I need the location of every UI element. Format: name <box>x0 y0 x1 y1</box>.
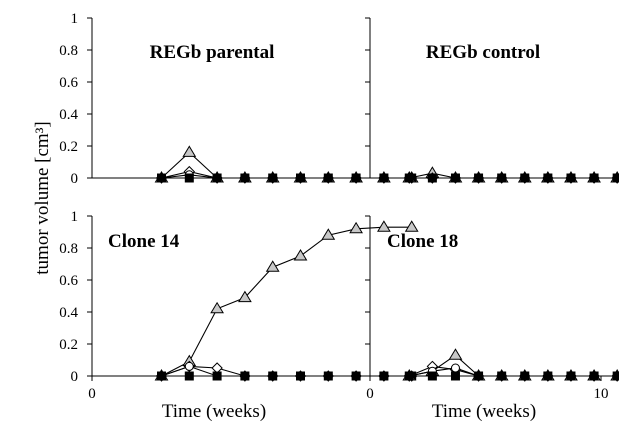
square-marker <box>612 173 619 183</box>
circle-marker <box>184 361 194 371</box>
y-tick-label: 0.4 <box>59 107 78 123</box>
series-line-triangle <box>161 226 412 377</box>
x-tick-label: 0 <box>88 386 96 402</box>
panel-clone-14: 0 0.2 0.4 0.6 0.8 1 0 Time (weeks) Clone 14 <box>59 209 601 422</box>
square-marker <box>497 371 507 381</box>
series-line-diamond <box>161 365 412 377</box>
square-marker <box>184 371 194 381</box>
square-marker <box>157 173 166 183</box>
square-marker <box>474 371 484 381</box>
y-tick-label: 0.6 <box>59 75 78 91</box>
triangle-marker <box>265 260 280 272</box>
square-marker <box>212 371 222 381</box>
square-marker <box>427 371 437 381</box>
triangle-marker <box>210 301 224 314</box>
square-marker <box>404 173 414 183</box>
series-line-diamond <box>409 365 618 377</box>
y-tick-label: 0 <box>71 171 79 187</box>
square-marker <box>268 371 278 381</box>
panel-title: REGb control <box>426 42 540 63</box>
triangle-marker <box>448 348 463 360</box>
series-line-diamond <box>161 171 412 179</box>
panel-regb-control: REGb control <box>365 17 619 184</box>
x-tick-label: 0 <box>366 386 374 402</box>
y-tick-label: 0.4 <box>59 305 78 321</box>
series-line-circle <box>409 367 618 377</box>
panel-title: REGb parental <box>150 42 275 63</box>
square-marker <box>543 371 553 381</box>
square-marker <box>450 173 460 183</box>
square-marker <box>427 173 437 183</box>
y-tick-label: 0.2 <box>59 337 78 353</box>
square-marker <box>240 173 250 183</box>
square-marker <box>589 371 599 381</box>
square-marker <box>566 371 576 381</box>
square-marker <box>351 173 361 183</box>
square-marker <box>323 173 333 183</box>
square-marker <box>157 371 166 381</box>
series-line-triangle <box>409 172 618 179</box>
x-axis-title: Time (weeks) <box>162 401 266 422</box>
y-tick-label: 0.2 <box>59 139 78 155</box>
x-tick-label: 10 <box>594 386 609 402</box>
triangle-marker <box>349 221 363 234</box>
square-marker <box>296 371 305 381</box>
square-marker <box>404 371 414 381</box>
y-axis-title: tumor volume [cm³] <box>32 121 53 274</box>
triangle-marker <box>377 220 391 232</box>
y-tick-label: 0 <box>71 369 79 385</box>
square-marker <box>351 371 361 381</box>
square-marker <box>589 173 599 183</box>
y-tick-label: 0.6 <box>59 273 78 289</box>
square-marker <box>497 173 507 183</box>
square-marker <box>268 173 278 183</box>
triangle-marker <box>293 249 308 261</box>
panel-clone-18: 0 10 Time (weeks) Clone 18 <box>365 215 619 422</box>
square-marker <box>612 371 619 381</box>
x-axis-title: Time (weeks) <box>432 401 536 422</box>
y-tick-label: 0.8 <box>59 43 78 59</box>
panel-regb-parental: 0 0.2 0.4 0.6 0.8 1 REGb parental <box>59 11 601 187</box>
y-tick-label: 0.8 <box>59 241 78 257</box>
panel-title: Clone 18 <box>387 231 458 252</box>
y-tick-label: 1 <box>71 11 79 27</box>
square-marker <box>184 173 194 183</box>
circle-marker <box>450 363 460 373</box>
series-line-circle <box>161 365 412 377</box>
square-marker <box>323 371 333 381</box>
square-marker <box>240 371 250 381</box>
panel-title: Clone 14 <box>108 231 180 252</box>
triangle-marker <box>321 228 336 240</box>
square-marker <box>566 173 576 183</box>
y-tick-label: 1 <box>71 209 79 225</box>
square-marker <box>520 173 530 183</box>
square-marker <box>520 371 530 381</box>
square-marker <box>474 173 484 183</box>
square-marker <box>296 173 305 183</box>
triangle-marker <box>182 145 197 157</box>
triangle-marker <box>238 290 252 303</box>
square-marker <box>543 173 553 183</box>
triangle-marker <box>404 220 419 232</box>
square-marker <box>212 173 222 183</box>
square-marker <box>450 371 460 381</box>
series-line-triangle <box>409 354 618 377</box>
